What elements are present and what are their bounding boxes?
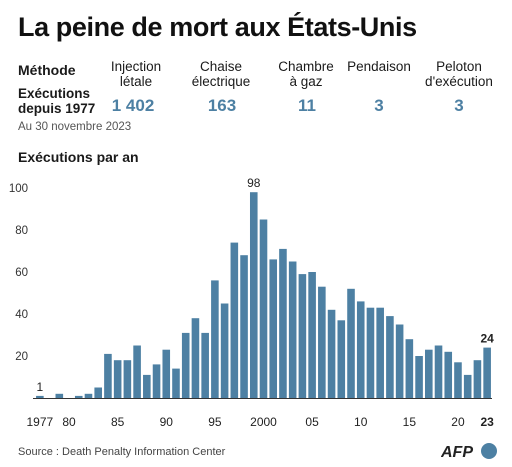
bar-1983 (94, 387, 102, 398)
bar-2000 (259, 219, 268, 398)
x-tick-label-2015: 15 (403, 415, 417, 429)
x-tick-label-1980: 80 (62, 415, 76, 429)
bar-1991 (172, 368, 180, 398)
method-value-firing-squad: 3 (454, 96, 464, 115)
bar-2020 (454, 362, 462, 398)
bar-1985 (113, 360, 122, 398)
data-label-2023: 24 (480, 332, 494, 346)
bar-2005 (308, 272, 316, 398)
bar-2015 (405, 339, 414, 398)
bar-2010 (356, 301, 365, 398)
bar-annotations: 1 98 24 (37, 176, 495, 394)
x-axis-labels: 1977 80 85 90 95 2000 05 10 15 20 23 (27, 415, 495, 429)
bar-2019 (444, 351, 453, 398)
x-tick-label-1990: 90 (160, 415, 174, 429)
bar-2011 (366, 307, 375, 398)
executions-bar-chart: 20 40 60 80 100 1977 80 85 90 95 2000 05 10 15 20 23 1… (9, 176, 495, 429)
method-value-gas-chamber: 11 (298, 96, 316, 115)
y-tick-label: 20 (15, 351, 28, 363)
bar-2002 (279, 248, 287, 398)
bar-2023 (483, 347, 491, 398)
x-tick-label-2005: 05 (305, 415, 319, 429)
bar-2016 (415, 356, 423, 398)
bar-1984 (104, 353, 112, 398)
bar-2014 (395, 324, 404, 398)
y-tick-label: 80 (15, 225, 28, 237)
bar-2008 (337, 320, 346, 398)
method-name-hanging: Pendaison (347, 59, 411, 74)
x-tick-label-2023: 23 (480, 415, 494, 429)
method-value-injection: 1 402 (111, 96, 155, 115)
bar-1993 (191, 318, 200, 398)
bar-1997 (230, 242, 239, 398)
bar-1996 (220, 303, 229, 398)
afp-logo-dot (481, 443, 497, 459)
bar-2012 (376, 307, 384, 398)
method-value-electric-chair: 163 (207, 96, 237, 115)
bar-2018 (434, 345, 443, 398)
y-tick-label: 60 (15, 267, 28, 279)
bar-1998 (240, 255, 248, 398)
source-note: Source : Death Penalty Information Cente… (18, 446, 226, 458)
bar-1992 (181, 332, 190, 398)
bar-1981 (74, 395, 83, 398)
bar-1989 (152, 364, 161, 398)
bar-2007 (327, 309, 336, 398)
data-label-1999: 98 (247, 176, 261, 190)
page-title: La peine de mort aux États-Unis (18, 12, 417, 42)
afp-logo-text: AFP (441, 444, 473, 461)
bar-1990 (162, 349, 171, 398)
bar-1999 (249, 192, 258, 398)
chart-title: Exécutions par an (18, 149, 139, 165)
bar-1986 (123, 360, 132, 398)
bar-2021 (463, 374, 472, 398)
bar-1977 (36, 395, 44, 398)
method-name-firing-squad: Peloton d'exécution (425, 59, 493, 89)
data-label-1977: 1 (37, 380, 44, 394)
afp-logo: AFP (441, 443, 497, 461)
y-tick-label: 40 (15, 309, 28, 321)
as-of-date: Au 30 novembre 2023 (18, 121, 132, 133)
y-axis-labels: 20 40 60 80 100 (9, 183, 28, 363)
x-tick-label-1995: 95 (208, 415, 222, 429)
x-tick-label-2010: 10 (354, 415, 368, 429)
bar-1979 (55, 393, 64, 398)
bar-2013 (386, 316, 394, 398)
x-tick-label-2020: 20 (451, 415, 465, 429)
method-name-injection: Injection létale (110, 59, 162, 89)
bar-1995 (211, 280, 219, 398)
bar-1994 (201, 332, 209, 398)
executions-label: Exécutions depuis 1977 (18, 86, 96, 116)
method-name-gas-chamber: Chambre à gaz (278, 59, 334, 89)
bar-2009 (347, 288, 355, 398)
bar-2004 (298, 274, 307, 398)
bar-2006 (318, 286, 326, 398)
x-tick-label-1985: 85 (111, 415, 125, 429)
bar-2001 (269, 259, 278, 398)
x-tick-label-1977: 1977 (27, 415, 54, 429)
bar-1987 (133, 345, 141, 398)
bar-1988 (143, 374, 151, 398)
x-tick-label-2000: 2000 (250, 415, 277, 429)
bar-2022 (473, 360, 482, 398)
y-tick-label: 100 (9, 183, 28, 195)
bar-2003 (288, 261, 297, 398)
bar-1982 (84, 393, 93, 398)
method-name-electric-chair: Chaise électrique (191, 59, 251, 89)
method-label: Méthode (18, 62, 76, 78)
bar-2017 (425, 349, 433, 398)
bars-group (36, 192, 491, 398)
method-value-hanging: 3 (374, 96, 384, 115)
